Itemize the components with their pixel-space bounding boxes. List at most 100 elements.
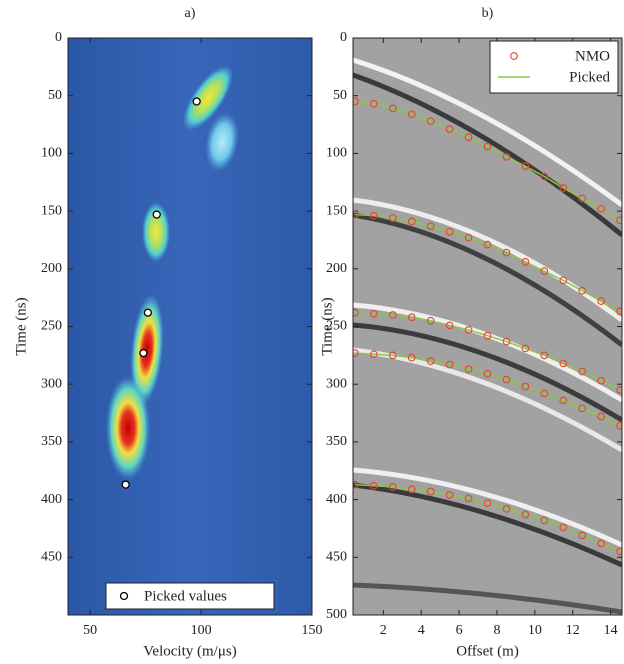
nmo-point	[521, 162, 530, 170]
nmo-point	[426, 487, 435, 496]
y-tick-label: 350	[326, 434, 347, 449]
nmo-point	[578, 531, 587, 540]
nmo-point	[540, 267, 549, 275]
nmo-point	[597, 297, 606, 305]
y-tick-label: 250	[41, 319, 62, 334]
nmo-point	[597, 539, 606, 548]
heatmap-background	[68, 38, 312, 615]
nmo-point	[578, 286, 587, 295]
y-tick-label: 50	[48, 88, 62, 103]
nmo-point	[353, 308, 359, 317]
nmo-point	[426, 357, 435, 365]
picked-point	[143, 308, 153, 317]
x-tick-label: 4	[418, 623, 425, 638]
picked-point	[192, 97, 201, 106]
nmo-point	[540, 516, 549, 525]
y-tick-label: 300	[326, 376, 347, 391]
nmo-point	[464, 326, 473, 334]
axes-frame	[352, 37, 623, 616]
y-tick-label: 450	[41, 550, 62, 565]
nmo-point	[559, 523, 568, 532]
data-marks	[121, 97, 201, 489]
nmo-point	[616, 547, 622, 556]
nmo-point	[353, 349, 359, 357]
legend-label: NMO	[575, 48, 610, 64]
legend-label: Picked	[569, 69, 610, 85]
nmo-point	[445, 360, 454, 369]
nmo-point	[407, 110, 416, 119]
legend-marker	[119, 591, 129, 601]
legend-marker	[510, 52, 518, 60]
y-tick-label: 200	[41, 261, 62, 276]
nmo-point	[369, 481, 378, 490]
legend-label: Picked values	[144, 588, 227, 604]
legend-box	[489, 40, 619, 94]
y-tick-label: 0	[340, 30, 347, 45]
nmo-point	[540, 351, 549, 360]
data-marks	[353, 97, 622, 556]
x-tick-label: 14	[604, 623, 618, 638]
nmo-point	[388, 311, 397, 319]
nmo-point	[426, 117, 435, 125]
x-tick-label: 10	[528, 623, 542, 638]
nmo-point	[407, 217, 416, 226]
nmo-point	[388, 351, 397, 360]
nmo-point	[521, 510, 530, 519]
nmo-point	[445, 125, 454, 134]
nmo-point	[502, 375, 511, 384]
picked-curve	[354, 483, 621, 553]
nmo-point	[369, 211, 378, 220]
nmo-point	[597, 412, 606, 421]
nmo-point	[540, 389, 549, 398]
x-axis-label: Offset (m)	[456, 643, 519, 659]
nmo-point	[521, 344, 530, 353]
x-tick-label: 150	[302, 623, 323, 638]
picked-curve	[354, 213, 621, 313]
y-tick-label: 100	[326, 146, 347, 161]
nmo-point	[521, 382, 530, 391]
nmo-point	[353, 210, 359, 219]
x-tick-label: 2	[380, 623, 387, 638]
panel: a) Velocity (m/μs) Time (ns) 50 100 150 0 50 100…	[13, 6, 322, 659]
nmo-point	[445, 228, 454, 236]
y-tick-label: 150	[41, 203, 62, 218]
nmo-point	[578, 367, 587, 376]
y-tick-label: 400	[41, 492, 62, 507]
nmo-point	[388, 104, 397, 113]
nmo-point	[578, 404, 587, 413]
nmo-point	[483, 331, 492, 340]
y-axis-label: Time (ns)	[319, 297, 335, 355]
nmo-point	[445, 491, 454, 499]
nmo-point	[464, 233, 473, 242]
nmo-point	[502, 337, 511, 346]
x-axis-label: Velocity (m/μs)	[143, 643, 236, 659]
nmo-point	[388, 483, 397, 491]
nmo-point	[540, 172, 549, 181]
nmo-point	[445, 321, 454, 330]
nmo-point	[483, 240, 492, 249]
y-tick-label: 100	[41, 146, 62, 161]
nmo-point	[616, 421, 622, 430]
nmo-point	[426, 222, 435, 230]
picked-curve	[354, 352, 621, 427]
y-tick-label: 500	[326, 607, 347, 622]
picked-curve	[354, 311, 621, 391]
y-tick-label: 450	[326, 550, 347, 565]
y-tick-label: 250	[326, 319, 347, 334]
legend-box	[105, 582, 275, 610]
nmo-point	[616, 386, 622, 394]
nmo-point	[464, 494, 473, 503]
nmo-point	[464, 365, 473, 374]
nmo-point	[483, 369, 492, 378]
seismic-section	[353, 38, 622, 615]
nmo-point	[353, 97, 359, 106]
y-tick-label: 200	[326, 261, 347, 276]
legend: Picked values	[105, 582, 275, 610]
nmo-point	[597, 204, 606, 213]
nmo-point	[464, 133, 473, 142]
nmo-point	[502, 248, 511, 257]
nmo-point	[502, 153, 511, 161]
nmo-point	[559, 184, 568, 192]
nmo-point	[407, 313, 416, 322]
